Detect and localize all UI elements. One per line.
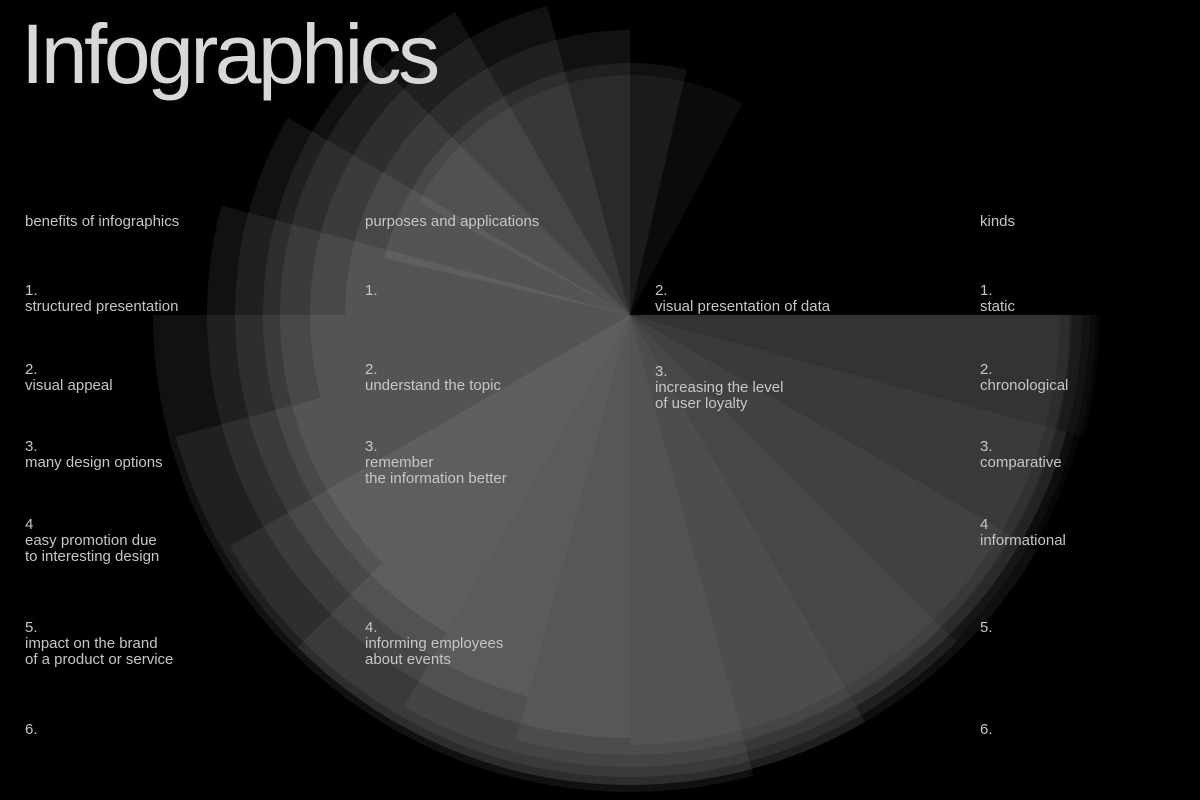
list-item: 4 easy promotion due to interesting desi… [25,517,159,565]
fan-sector [418,74,743,315]
list-item: 4 informational [980,517,1066,549]
fan-sector [384,63,687,315]
list-item: 4. informing employees about events [365,620,503,668]
item-text: comparative [980,454,1062,471]
kinds-heading: kinds [980,213,1016,230]
list-item: 3. remember the information better [365,439,507,487]
item-text: structured presentation [25,298,179,315]
item-text: informing employees [365,635,504,652]
item-text: easy promotion due [25,532,157,549]
item-number: 3. [655,363,668,380]
fan-sector [630,315,1060,745]
list-item: 2. chronological [980,362,1068,394]
list-item: 3. increasing the level of user loyalty [655,364,783,412]
item-number: 1. [25,282,38,299]
item-number: 1. [365,282,378,299]
item-number: 3. [980,438,993,455]
item-text: visual presentation of data [655,298,831,315]
fan-sector [229,315,957,778]
fan-sector [263,55,630,633]
list-item: 2. visual presentation of data [655,283,830,315]
list-item: 1. static [980,283,1015,315]
item-text: about events [365,651,451,668]
item-number: 1. [980,282,993,299]
item-text: static [980,298,1016,315]
fan-sector [206,205,630,738]
fan-sector [345,30,630,315]
purposes-heading: purposes and applications [365,213,540,230]
item-text: increasing the level [655,379,784,396]
fan-sector [310,5,630,398]
list-item: 3. comparative [980,439,1062,471]
item-number: 2. [980,361,993,378]
page-title: Infographics [21,7,440,101]
list-item: 1. [365,283,378,299]
fan-sector [297,315,1037,785]
list-item: 2. visual appeal [25,362,113,394]
list-item: 6. [25,722,38,738]
fan-sector [279,11,630,563]
item-number: 2. [25,361,38,378]
item-number: 3. [25,438,38,455]
item-number: 2. [365,361,378,378]
list-item: 2. understand the topic [365,362,501,394]
item-text: of a product or service [25,651,174,668]
benefits-heading: benefits of infographics [25,213,180,230]
item-number: 3. [365,438,378,455]
item-text: chronological [980,377,1069,394]
fan-sector [516,315,1070,755]
item-number: 5. [980,619,993,636]
item-number: 4 [980,516,989,533]
item-text: informational [980,532,1066,549]
list-item: 5. [980,620,993,636]
list-item: 3. many design options [25,439,163,471]
list-item: 1. structured presentation [25,283,178,315]
item-number: 2. [655,282,668,299]
item-text: impact on the brand [25,635,158,652]
item-text: remember [365,454,434,471]
item-text: to interesting design [25,548,160,565]
item-text: visual appeal [25,377,113,394]
item-text: of user loyalty [655,395,748,412]
item-number: 6. [25,721,38,738]
item-number: 4 [25,516,34,533]
item-text: the information better [365,470,507,487]
item-number: 6. [980,721,993,738]
list-item: 6. [980,722,993,738]
fan-sector [153,315,754,792]
item-number: 4. [365,619,378,636]
fan-sector [235,117,631,697]
item-text: many design options [25,454,163,471]
item-number: 5. [25,619,38,636]
item-text: understand the topic [365,377,501,394]
fan-sector [404,315,1067,767]
list-item: 5. impact on the brand of a product or s… [25,620,173,668]
fan-sector [176,315,865,785]
